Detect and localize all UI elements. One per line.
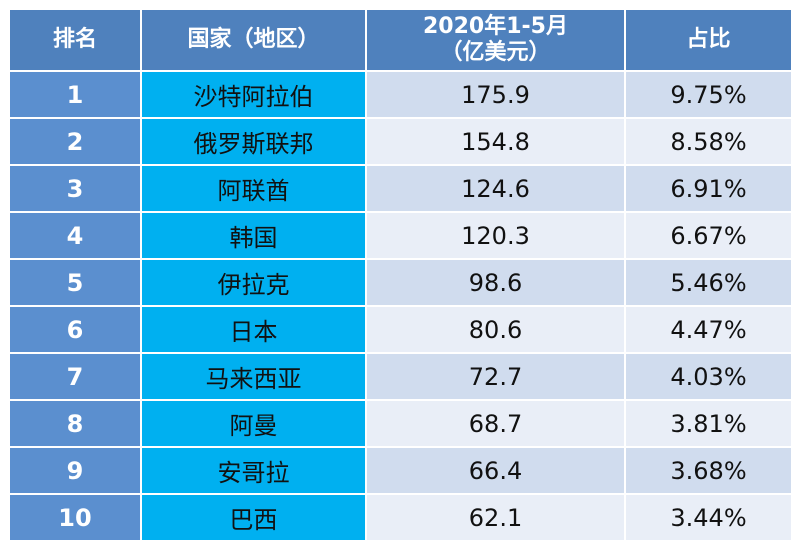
share-cell: 9.75% bbox=[626, 72, 791, 117]
share-cell: 3.81% bbox=[626, 401, 791, 446]
rank-cell: 3 bbox=[10, 166, 140, 211]
header-share: 占比 bbox=[626, 10, 791, 70]
table-row: 10 巴西 62.1 3.44% bbox=[10, 495, 791, 540]
country-cell: 马来西亚 bbox=[142, 354, 365, 399]
country-cell: 安哥拉 bbox=[142, 448, 365, 493]
share-cell: 8.58% bbox=[626, 119, 791, 164]
value-cell: 98.6 bbox=[367, 260, 624, 305]
share-cell: 3.44% bbox=[626, 495, 791, 540]
value-cell: 80.6 bbox=[367, 307, 624, 352]
share-cell: 5.46% bbox=[626, 260, 791, 305]
share-cell: 3.68% bbox=[626, 448, 791, 493]
table-row: 6 日本 80.6 4.47% bbox=[10, 307, 791, 352]
value-cell: 68.7 bbox=[367, 401, 624, 446]
share-cell: 4.47% bbox=[626, 307, 791, 352]
country-cell: 伊拉克 bbox=[142, 260, 365, 305]
table-row: 1 沙特阿拉伯 175.9 9.75% bbox=[10, 72, 791, 117]
share-cell: 6.91% bbox=[626, 166, 791, 211]
table-row: 3 阿联酋 124.6 6.91% bbox=[10, 166, 791, 211]
header-row: 排名 国家（地区） 2020年1-5月 （亿美元） 占比 bbox=[10, 10, 791, 70]
table-row: 7 马来西亚 72.7 4.03% bbox=[10, 354, 791, 399]
country-cell: 俄罗斯联邦 bbox=[142, 119, 365, 164]
rank-cell: 9 bbox=[10, 448, 140, 493]
share-cell: 4.03% bbox=[626, 354, 791, 399]
table-row: 8 阿曼 68.7 3.81% bbox=[10, 401, 791, 446]
share-cell: 6.67% bbox=[626, 213, 791, 258]
rank-cell: 7 bbox=[10, 354, 140, 399]
ranking-table: 排名 国家（地区） 2020年1-5月 （亿美元） 占比 1 沙特阿拉伯 175… bbox=[8, 8, 793, 542]
header-country: 国家（地区） bbox=[142, 10, 365, 70]
header-rank: 排名 bbox=[10, 10, 140, 70]
header-value: 2020年1-5月 （亿美元） bbox=[367, 10, 624, 70]
value-cell: 66.4 bbox=[367, 448, 624, 493]
value-cell: 124.6 bbox=[367, 166, 624, 211]
country-cell: 日本 bbox=[142, 307, 365, 352]
value-cell: 62.1 bbox=[367, 495, 624, 540]
table-row: 4 韩国 120.3 6.67% bbox=[10, 213, 791, 258]
ranking-table-container: 排名 国家（地区） 2020年1-5月 （亿美元） 占比 1 沙特阿拉伯 175… bbox=[8, 8, 793, 542]
rank-cell: 8 bbox=[10, 401, 140, 446]
value-cell: 154.8 bbox=[367, 119, 624, 164]
country-cell: 阿曼 bbox=[142, 401, 365, 446]
header-value-unit: （亿美元） bbox=[440, 40, 551, 65]
country-cell: 沙特阿拉伯 bbox=[142, 72, 365, 117]
country-cell: 巴西 bbox=[142, 495, 365, 540]
rank-cell: 1 bbox=[10, 72, 140, 117]
table-row: 2 俄罗斯联邦 154.8 8.58% bbox=[10, 119, 791, 164]
rank-cell: 5 bbox=[10, 260, 140, 305]
header-value-period: 2020年1-5月 bbox=[423, 14, 568, 39]
value-cell: 175.9 bbox=[367, 72, 624, 117]
rank-cell: 4 bbox=[10, 213, 140, 258]
country-cell: 阿联酋 bbox=[142, 166, 365, 211]
table-row: 5 伊拉克 98.6 5.46% bbox=[10, 260, 791, 305]
value-cell: 72.7 bbox=[367, 354, 624, 399]
rank-cell: 2 bbox=[10, 119, 140, 164]
country-cell: 韩国 bbox=[142, 213, 365, 258]
table-row: 9 安哥拉 66.4 3.68% bbox=[10, 448, 791, 493]
value-cell: 120.3 bbox=[367, 213, 624, 258]
rank-cell: 6 bbox=[10, 307, 140, 352]
rank-cell: 10 bbox=[10, 495, 140, 540]
